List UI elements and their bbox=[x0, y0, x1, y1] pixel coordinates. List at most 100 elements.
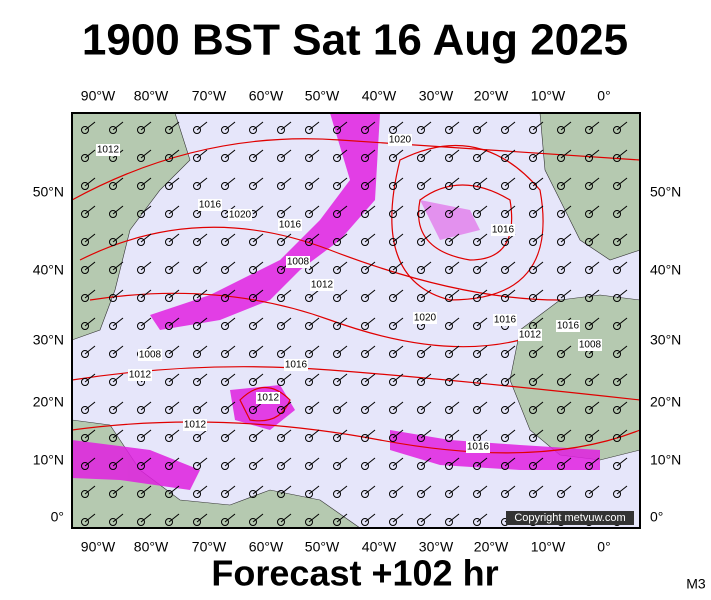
wind-barb bbox=[364, 261, 376, 271]
wind-barb bbox=[476, 233, 488, 243]
lat-label-right: 0° bbox=[650, 509, 663, 525]
wind-barb bbox=[112, 485, 124, 495]
wind-barb bbox=[168, 373, 180, 383]
wind-barb bbox=[308, 121, 320, 131]
wind-barb bbox=[196, 121, 208, 131]
station bbox=[333, 154, 341, 162]
station bbox=[529, 238, 537, 246]
wind-barb bbox=[336, 149, 348, 159]
station bbox=[333, 518, 341, 526]
station bbox=[361, 462, 369, 470]
station bbox=[165, 434, 173, 442]
wind-barb bbox=[336, 401, 348, 411]
wind-barb bbox=[616, 317, 628, 327]
station bbox=[277, 350, 285, 358]
station bbox=[473, 406, 481, 414]
station bbox=[81, 266, 89, 274]
wind-barb bbox=[364, 289, 376, 299]
station bbox=[445, 182, 453, 190]
wind-barb bbox=[336, 233, 348, 243]
wind-barb bbox=[420, 177, 432, 187]
wind-barb bbox=[168, 289, 180, 299]
wind-barb bbox=[336, 177, 348, 187]
wind-barb bbox=[140, 205, 152, 215]
wind-barb bbox=[420, 205, 432, 215]
wind-barb bbox=[448, 149, 460, 159]
wind-barb bbox=[420, 149, 432, 159]
station bbox=[305, 154, 313, 162]
wind-barb bbox=[84, 373, 96, 383]
lon-label-bottom: 30°W bbox=[419, 539, 454, 555]
wind-barb bbox=[448, 205, 460, 215]
wind-barb bbox=[196, 317, 208, 327]
lon-label-top: 50°W bbox=[305, 88, 340, 104]
station bbox=[221, 322, 229, 330]
station bbox=[193, 126, 201, 134]
wind-barb bbox=[504, 177, 516, 187]
wind-barb bbox=[532, 373, 544, 383]
station bbox=[277, 294, 285, 302]
wind-barb bbox=[112, 401, 124, 411]
lon-label-bottom: 0° bbox=[597, 539, 610, 555]
station bbox=[501, 434, 509, 442]
station bbox=[137, 406, 145, 414]
wind-barb bbox=[308, 429, 320, 439]
wind-barb bbox=[112, 233, 124, 243]
wind-barb bbox=[476, 429, 488, 439]
station bbox=[277, 126, 285, 134]
wind-barb bbox=[308, 205, 320, 215]
wind-barb bbox=[140, 457, 152, 467]
wind-barb bbox=[84, 289, 96, 299]
station bbox=[361, 154, 369, 162]
station bbox=[529, 182, 537, 190]
wind-barb bbox=[420, 261, 432, 271]
station bbox=[585, 462, 593, 470]
lon-label-bottom: 10°W bbox=[531, 539, 566, 555]
station bbox=[585, 322, 593, 330]
station bbox=[473, 266, 481, 274]
station bbox=[361, 294, 369, 302]
station bbox=[529, 378, 537, 386]
station bbox=[165, 154, 173, 162]
wind-barb bbox=[392, 317, 404, 327]
lat-label-right: 30°N bbox=[650, 332, 681, 348]
wind-barb bbox=[560, 401, 572, 411]
wind-barb bbox=[336, 289, 348, 299]
station bbox=[193, 434, 201, 442]
wind-barb bbox=[84, 401, 96, 411]
station bbox=[417, 490, 425, 498]
station bbox=[137, 518, 145, 526]
station bbox=[221, 378, 229, 386]
wind-barb bbox=[392, 233, 404, 243]
station bbox=[417, 238, 425, 246]
wind-barb bbox=[504, 401, 516, 411]
station bbox=[557, 462, 565, 470]
wind-barb bbox=[84, 261, 96, 271]
station bbox=[221, 350, 229, 358]
wind-barb bbox=[532, 149, 544, 159]
station bbox=[557, 350, 565, 358]
wind-barb bbox=[448, 373, 460, 383]
wind-barb bbox=[392, 149, 404, 159]
wind-barb bbox=[308, 457, 320, 467]
station bbox=[389, 490, 397, 498]
wind-barb bbox=[364, 205, 376, 215]
wind-barb bbox=[532, 345, 544, 355]
station bbox=[473, 462, 481, 470]
lat-label-left: 20°N bbox=[33, 394, 64, 410]
wind-barb bbox=[168, 177, 180, 187]
wind-barb bbox=[476, 317, 488, 327]
wind-barb bbox=[252, 457, 264, 467]
model-label: M3 bbox=[686, 576, 706, 592]
station bbox=[137, 462, 145, 470]
wind-barb bbox=[392, 289, 404, 299]
station bbox=[613, 350, 621, 358]
wind-barb bbox=[616, 345, 628, 355]
wind-barb bbox=[392, 373, 404, 383]
isobar-label: 1012 bbox=[311, 280, 334, 291]
station bbox=[165, 350, 173, 358]
wind-barb bbox=[224, 373, 236, 383]
wind-barb bbox=[196, 373, 208, 383]
station bbox=[333, 350, 341, 358]
station bbox=[361, 434, 369, 442]
